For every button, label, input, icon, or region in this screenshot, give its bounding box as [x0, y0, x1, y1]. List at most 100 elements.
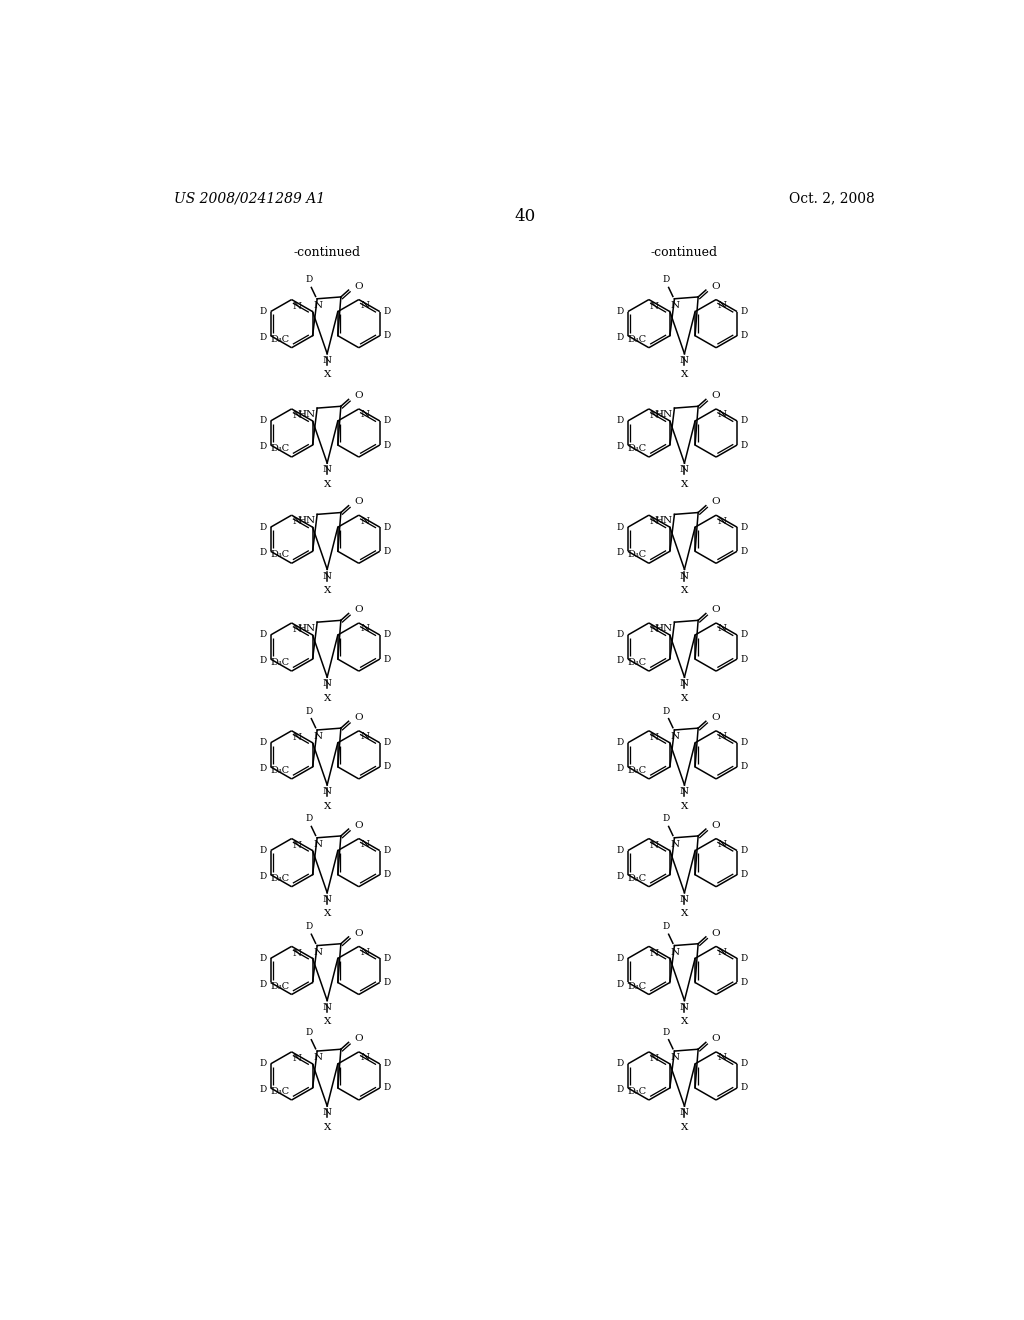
Text: D₃C: D₃C: [628, 445, 646, 453]
Text: X: X: [681, 586, 688, 595]
Text: N: N: [323, 895, 332, 904]
Text: N: N: [680, 466, 689, 474]
Text: O: O: [354, 498, 362, 507]
Text: D: D: [384, 416, 391, 425]
Text: O: O: [712, 821, 720, 830]
Text: N: N: [293, 517, 301, 527]
Text: D₃C: D₃C: [628, 766, 646, 775]
Text: D₃C: D₃C: [270, 982, 289, 991]
Text: D: D: [384, 738, 391, 747]
Text: N: N: [649, 302, 658, 312]
Text: N: N: [649, 733, 658, 742]
Text: D: D: [259, 523, 266, 532]
Text: D: D: [616, 416, 624, 425]
Text: N: N: [313, 301, 323, 310]
Text: D: D: [259, 738, 266, 747]
Text: N: N: [680, 1003, 689, 1012]
Text: N: N: [680, 680, 689, 689]
Text: N: N: [718, 1053, 727, 1063]
Text: D: D: [305, 1028, 312, 1036]
Text: N: N: [313, 1053, 323, 1063]
Text: N: N: [293, 412, 301, 420]
Text: D: D: [384, 308, 391, 315]
Text: D: D: [741, 738, 749, 747]
Text: N: N: [649, 949, 658, 958]
Text: HN: HN: [654, 624, 673, 632]
Text: N: N: [360, 624, 370, 634]
Text: N: N: [323, 1003, 332, 1012]
Text: N: N: [680, 1109, 689, 1117]
Text: D: D: [305, 706, 312, 715]
Text: D: D: [259, 442, 266, 451]
Text: X: X: [324, 694, 331, 702]
Text: D₃C: D₃C: [628, 982, 646, 991]
Text: D: D: [616, 738, 624, 747]
Text: D: D: [663, 706, 670, 715]
Text: D: D: [741, 978, 749, 987]
Text: D: D: [741, 763, 749, 771]
Text: N: N: [649, 517, 658, 527]
Text: N: N: [649, 412, 658, 420]
Text: N: N: [671, 840, 680, 849]
Text: D₃C: D₃C: [628, 335, 646, 345]
Text: HN: HN: [298, 624, 315, 632]
Text: N: N: [293, 841, 301, 850]
Text: D: D: [384, 441, 391, 450]
Text: D: D: [741, 870, 749, 879]
Text: D₃C: D₃C: [270, 874, 289, 883]
Text: N: N: [649, 1055, 658, 1063]
Text: Oct. 2, 2008: Oct. 2, 2008: [790, 191, 876, 206]
Text: D: D: [259, 548, 266, 557]
Text: D: D: [616, 1085, 624, 1094]
Text: N: N: [323, 572, 332, 581]
Text: D: D: [741, 631, 749, 639]
Text: O: O: [712, 391, 720, 400]
Text: O: O: [354, 713, 362, 722]
Text: N: N: [293, 1055, 301, 1063]
Text: US 2008/0241289 A1: US 2008/0241289 A1: [174, 191, 326, 206]
Text: O: O: [354, 928, 362, 937]
Text: -continued: -continued: [294, 246, 360, 259]
Text: D: D: [259, 308, 266, 315]
Text: N: N: [293, 302, 301, 312]
Text: N: N: [313, 840, 323, 849]
Text: D: D: [384, 655, 391, 664]
Text: O: O: [354, 281, 362, 290]
Text: O: O: [712, 498, 720, 507]
Text: X: X: [681, 801, 688, 810]
Text: O: O: [712, 1034, 720, 1043]
Text: D: D: [259, 656, 266, 665]
Text: X: X: [324, 479, 331, 488]
Text: HN: HN: [298, 516, 315, 525]
Text: N: N: [718, 516, 727, 525]
Text: D: D: [741, 523, 749, 532]
Text: X: X: [681, 479, 688, 488]
Text: X: X: [681, 371, 688, 379]
Text: D: D: [384, 546, 391, 556]
Text: N: N: [323, 1109, 332, 1117]
Text: N: N: [671, 733, 680, 742]
Text: N: N: [293, 626, 301, 635]
Text: D: D: [384, 331, 391, 341]
Text: D: D: [259, 871, 266, 880]
Text: D₃C: D₃C: [270, 445, 289, 453]
Text: D: D: [305, 814, 312, 824]
Text: D: D: [384, 631, 391, 639]
Text: N: N: [671, 1053, 680, 1063]
Text: D: D: [741, 308, 749, 315]
Text: N: N: [680, 572, 689, 581]
Text: X: X: [324, 1018, 331, 1026]
Text: N: N: [680, 787, 689, 796]
Text: N: N: [323, 356, 332, 366]
Text: D: D: [384, 846, 391, 855]
Text: O: O: [712, 928, 720, 937]
Text: D: D: [259, 954, 266, 962]
Text: N: N: [360, 733, 370, 742]
Text: N: N: [718, 624, 727, 634]
Text: O: O: [712, 281, 720, 290]
Text: D: D: [384, 763, 391, 771]
Text: D: D: [663, 923, 670, 931]
Text: D: D: [741, 1060, 749, 1068]
Text: N: N: [680, 356, 689, 366]
Text: O: O: [354, 605, 362, 614]
